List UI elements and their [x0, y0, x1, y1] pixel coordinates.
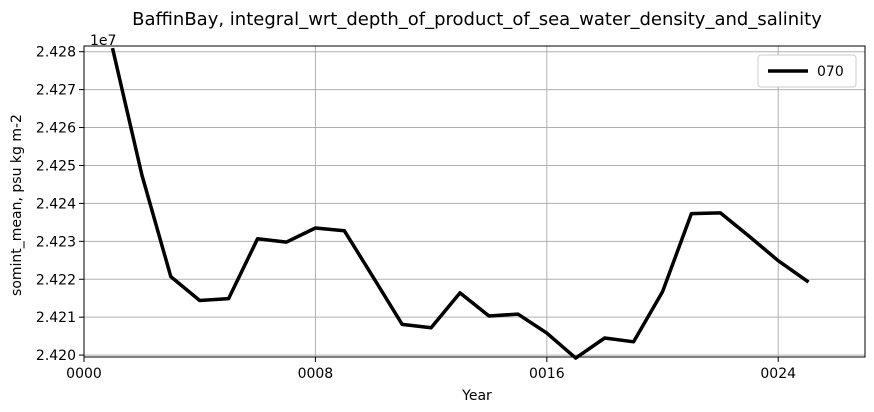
data-point — [343, 230, 345, 232]
chart-title: BaffinBay, integral_wrt_depth_of_product… — [132, 9, 822, 30]
x-axis-ticks: 0000 0008 0016 0024 — [66, 357, 796, 382]
data-point — [604, 337, 606, 339]
x-tick-label: 0008 — [298, 366, 334, 382]
y-axis-ticks: 2.420 2.421 2.422 2.423 2.424 2.425 2.426 2.427… — [36, 45, 84, 364]
y-tick-label: 2.424 — [36, 196, 76, 212]
data-point — [662, 291, 664, 293]
legend: 070 — [757, 54, 857, 88]
y-axis-label: somint_mean, psu kg m-2 — [9, 114, 25, 296]
x-tick-label: 0016 — [529, 366, 565, 382]
x-tick-label: 0024 — [760, 366, 796, 382]
y-tick-label: 2.426 — [36, 121, 76, 137]
data-point — [488, 315, 490, 317]
y-tick-label: 2.425 — [36, 158, 76, 174]
data-point — [228, 298, 230, 300]
data-point — [575, 357, 577, 359]
y-tick-label: 2.423 — [36, 234, 76, 250]
data-point — [401, 323, 403, 325]
data-point — [777, 260, 779, 262]
data-point — [314, 227, 316, 229]
data-point — [517, 313, 519, 315]
data-point — [748, 235, 750, 237]
y-tick-label: 2.428 — [36, 45, 76, 61]
data-point — [633, 341, 635, 343]
grid-lines — [83, 46, 865, 357]
x-axis-label: Year — [461, 388, 492, 404]
data-point — [141, 174, 143, 176]
data-point — [112, 49, 114, 51]
series-layer — [110, 47, 810, 360]
x-tick-label: 0000 — [66, 366, 102, 382]
series-line — [110, 47, 810, 360]
y-tick-label: 2.420 — [36, 348, 76, 364]
legend-label: 070 — [817, 64, 844, 80]
data-point — [806, 280, 808, 282]
data-point — [170, 276, 172, 278]
data-point — [285, 241, 287, 243]
y-tick-label: 2.422 — [36, 272, 76, 288]
data-point — [546, 332, 548, 334]
plot-frame — [83, 45, 866, 358]
data-point — [690, 213, 692, 215]
data-point — [459, 292, 461, 294]
data-point — [430, 327, 432, 329]
y-tick-label: 2.427 — [36, 83, 76, 99]
data-point — [199, 299, 201, 301]
data-point — [372, 276, 374, 278]
y-offset-text: 1e7 — [90, 33, 116, 49]
data-point — [257, 238, 259, 240]
data-point — [719, 212, 721, 214]
y-tick-label: 2.421 — [36, 310, 76, 326]
